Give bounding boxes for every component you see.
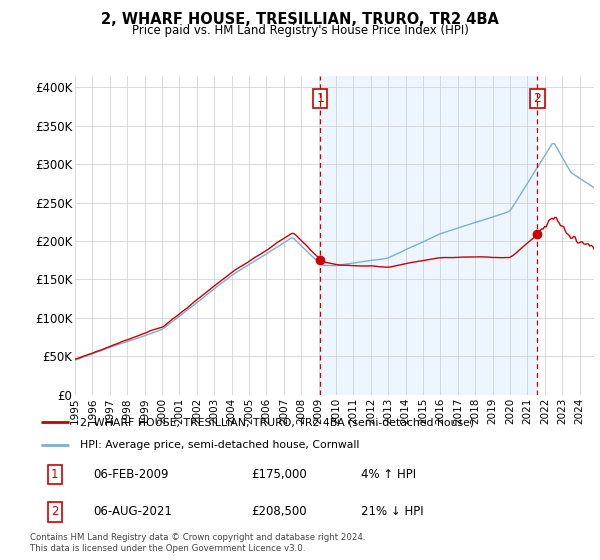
Text: Contains HM Land Registry data © Crown copyright and database right 2024.
This d: Contains HM Land Registry data © Crown c…	[30, 533, 365, 553]
Text: 2, WHARF HOUSE, TRESILLIAN, TRURO, TR2 4BA: 2, WHARF HOUSE, TRESILLIAN, TRURO, TR2 4…	[101, 12, 499, 27]
Text: 21% ↓ HPI: 21% ↓ HPI	[361, 505, 424, 518]
Text: HPI: Average price, semi-detached house, Cornwall: HPI: Average price, semi-detached house,…	[80, 440, 359, 450]
Text: 1: 1	[51, 468, 59, 481]
Text: £175,000: £175,000	[251, 468, 307, 481]
Bar	[320, 76, 538, 395]
Text: 4% ↑ HPI: 4% ↑ HPI	[361, 468, 416, 481]
Text: 1: 1	[316, 92, 324, 105]
Text: 2, WHARF HOUSE, TRESILLIAN, TRURO, TR2 4BA (semi-detached house): 2, WHARF HOUSE, TRESILLIAN, TRURO, TR2 4…	[80, 417, 474, 427]
Text: 2: 2	[533, 92, 541, 105]
Text: 2: 2	[51, 505, 59, 518]
Text: Price paid vs. HM Land Registry's House Price Index (HPI): Price paid vs. HM Land Registry's House …	[131, 24, 469, 36]
Text: £208,500: £208,500	[251, 505, 307, 518]
Text: 06-AUG-2021: 06-AUG-2021	[94, 505, 172, 518]
Text: 06-FEB-2009: 06-FEB-2009	[94, 468, 169, 481]
